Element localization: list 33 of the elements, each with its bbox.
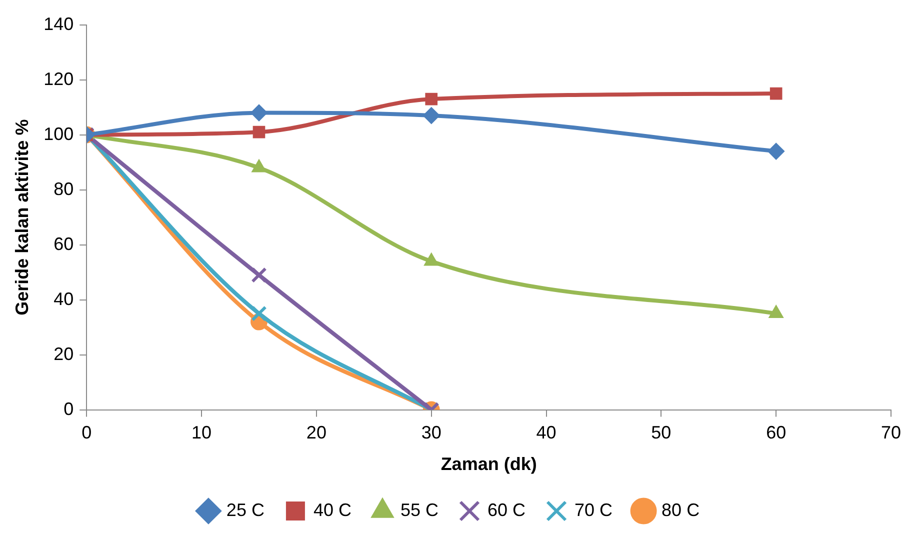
point: [768, 305, 784, 318]
y-tick-label: 100: [44, 124, 74, 144]
legend-label: 40 C: [313, 500, 352, 520]
legend-label: 25 C: [226, 500, 264, 520]
legend-label: 55 C: [400, 500, 439, 520]
point: [252, 159, 266, 172]
x-tick-label: 30: [421, 422, 442, 443]
x-tick-label: 60: [766, 422, 786, 443]
y-tick-label: 140: [44, 14, 74, 34]
y-tick-label: 20: [54, 344, 74, 364]
legend-label: 60 C: [488, 500, 526, 520]
point: [425, 92, 438, 106]
legend-label: 80 C: [662, 500, 700, 520]
legend-label: 70 C: [574, 500, 613, 520]
x-tick-label: 10: [192, 422, 212, 443]
point: [768, 142, 785, 160]
y-tick-label: 0: [64, 398, 74, 419]
y-tick-label: 80: [54, 178, 74, 199]
y-tick-label: 120: [44, 68, 74, 89]
x-tick-label: 40: [536, 422, 556, 443]
point: [770, 87, 782, 100]
point: [252, 126, 266, 138]
point: [422, 107, 440, 124]
y-tick-label: 40: [54, 288, 74, 309]
point: [424, 252, 439, 266]
x-tick-label: 0: [82, 422, 92, 443]
y-axis-title: Geride kalan aktivite %: [12, 119, 32, 316]
y-tick-label: 60: [54, 234, 74, 254]
x-tick-label: 20: [306, 422, 326, 443]
x-tick-label: 50: [651, 422, 672, 443]
x-tick-label: 70: [880, 422, 902, 443]
x-axis-title: Zaman (dk): [440, 454, 537, 474]
point: [250, 104, 268, 122]
